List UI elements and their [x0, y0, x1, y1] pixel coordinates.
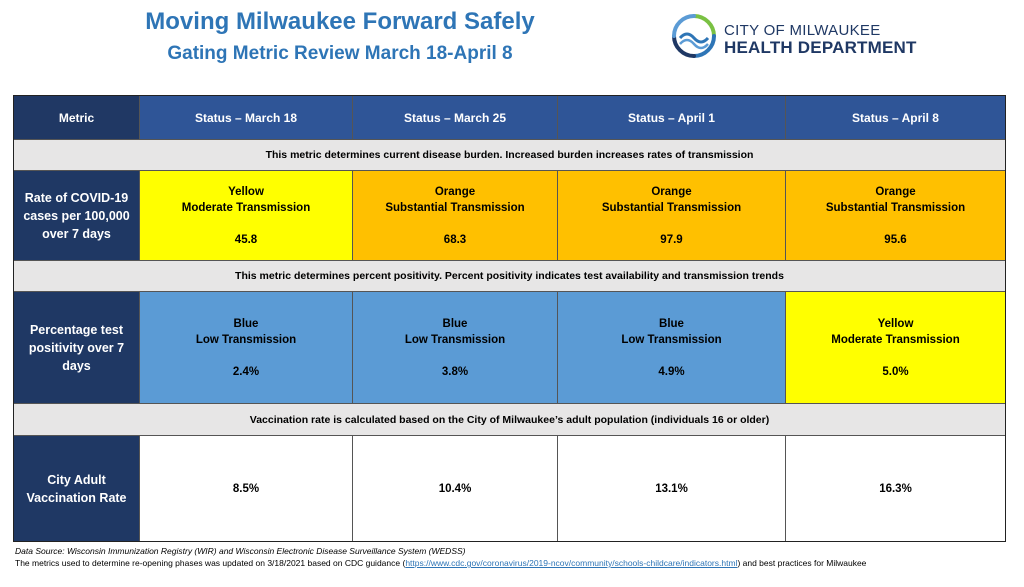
vaccination-value: 16.3%: [786, 436, 1005, 541]
gating-metrics-table: Metric Status – March 18 Status – March …: [13, 95, 1006, 542]
header-april-8: Status – April 8: [786, 96, 1005, 140]
status-description: Low Transmission: [195, 333, 297, 346]
status-cell: Yellow Moderate Transmission 45.8: [140, 171, 353, 261]
status-cell: Blue Low Transmission 3.8%: [353, 292, 558, 404]
metric-case-rate: Rate of COVID-19 cases per 100,000 over …: [14, 171, 140, 261]
note-vaccination-rate: Vaccination rate is calculated based on …: [14, 404, 1005, 436]
status-value: 2.4%: [232, 365, 260, 378]
status-value: 68.3: [443, 233, 467, 246]
status-cell: Orange Substantial Transmission 95.6: [786, 171, 1005, 261]
data-source-note: Data Source: Wisconsin Immunization Regi…: [15, 546, 466, 556]
status-level: Orange: [434, 185, 476, 198]
vaccination-value: 8.5%: [140, 436, 353, 541]
status-level: Yellow: [228, 185, 264, 198]
vaccination-value: 13.1%: [558, 436, 786, 541]
guidance-text-prefix: The metrics used to determine re-opening…: [15, 558, 406, 568]
page-title: Moving Milwaukee Forward Safely: [145, 8, 535, 35]
status-level: Blue: [442, 317, 468, 330]
note-percent-positivity: This metric determines percent positivit…: [14, 261, 1005, 292]
status-description: Low Transmission: [404, 333, 506, 346]
status-level: Yellow: [877, 317, 914, 330]
header-march-18: Status – March 18: [140, 96, 353, 140]
page-subtitle: Gating Metric Review March 18-April 8: [167, 43, 513, 64]
status-cell: Blue Low Transmission 2.4%: [140, 292, 353, 404]
status-value: 3.8%: [441, 365, 469, 378]
status-cell: Yellow Moderate Transmission 5.0%: [786, 292, 1005, 404]
cdc-guidance-link[interactable]: https://www.cdc.gov/coronavirus/2019-nco…: [405, 558, 738, 568]
header-metric: Metric: [14, 96, 140, 140]
header-march-25: Status – March 25: [353, 96, 558, 140]
status-value: 95.6: [884, 233, 907, 246]
guidance-note: The metrics used to determine re-opening…: [15, 557, 866, 569]
logo-text-department: HEALTH DEPARTMENT: [724, 38, 917, 57]
status-level: Blue: [233, 317, 259, 330]
status-level: Orange: [875, 185, 916, 198]
status-description: Moderate Transmission: [181, 201, 311, 214]
header-april-1: Status – April 1: [558, 96, 786, 140]
status-description: Moderate Transmission: [831, 333, 960, 346]
note-disease-burden: This metric determines current disease b…: [14, 140, 1005, 171]
status-description: Low Transmission: [621, 333, 722, 346]
guidance-text-suffix: ) and best practices for Milwaukee: [737, 558, 867, 568]
status-description: Substantial Transmission: [601, 201, 742, 214]
status-level: Blue: [659, 317, 684, 330]
city-logo-icon: [672, 14, 716, 58]
footer: Data Source: Wisconsin Immunization Regi…: [15, 545, 866, 569]
logo-text-city: CITY OF MILWAUKEE: [724, 22, 881, 39]
status-value: 4.9%: [658, 365, 685, 378]
title-block: Moving Milwaukee Forward Safely Gating M…: [100, 8, 580, 66]
status-level: Orange: [651, 185, 692, 198]
metric-vaccination-rate: City Adult Vaccination Rate: [14, 436, 140, 541]
status-value: 97.9: [660, 233, 683, 246]
status-value: 5.0%: [882, 365, 909, 378]
health-department-logo: CITY OF MILWAUKEE HEALTH DEPARTMENT: [670, 12, 940, 62]
status-cell: Orange Substantial Transmission 68.3: [353, 171, 558, 261]
metric-test-positivity: Percentage test positivity over 7 days: [14, 292, 140, 404]
vaccination-value: 10.4%: [353, 436, 558, 541]
status-description: Substantial Transmission: [825, 201, 966, 214]
status-description: Substantial Transmission: [385, 201, 525, 214]
status-cell: Blue Low Transmission 4.9%: [558, 292, 786, 404]
status-cell: Orange Substantial Transmission 97.9: [558, 171, 786, 261]
status-value: 45.8: [234, 233, 258, 246]
